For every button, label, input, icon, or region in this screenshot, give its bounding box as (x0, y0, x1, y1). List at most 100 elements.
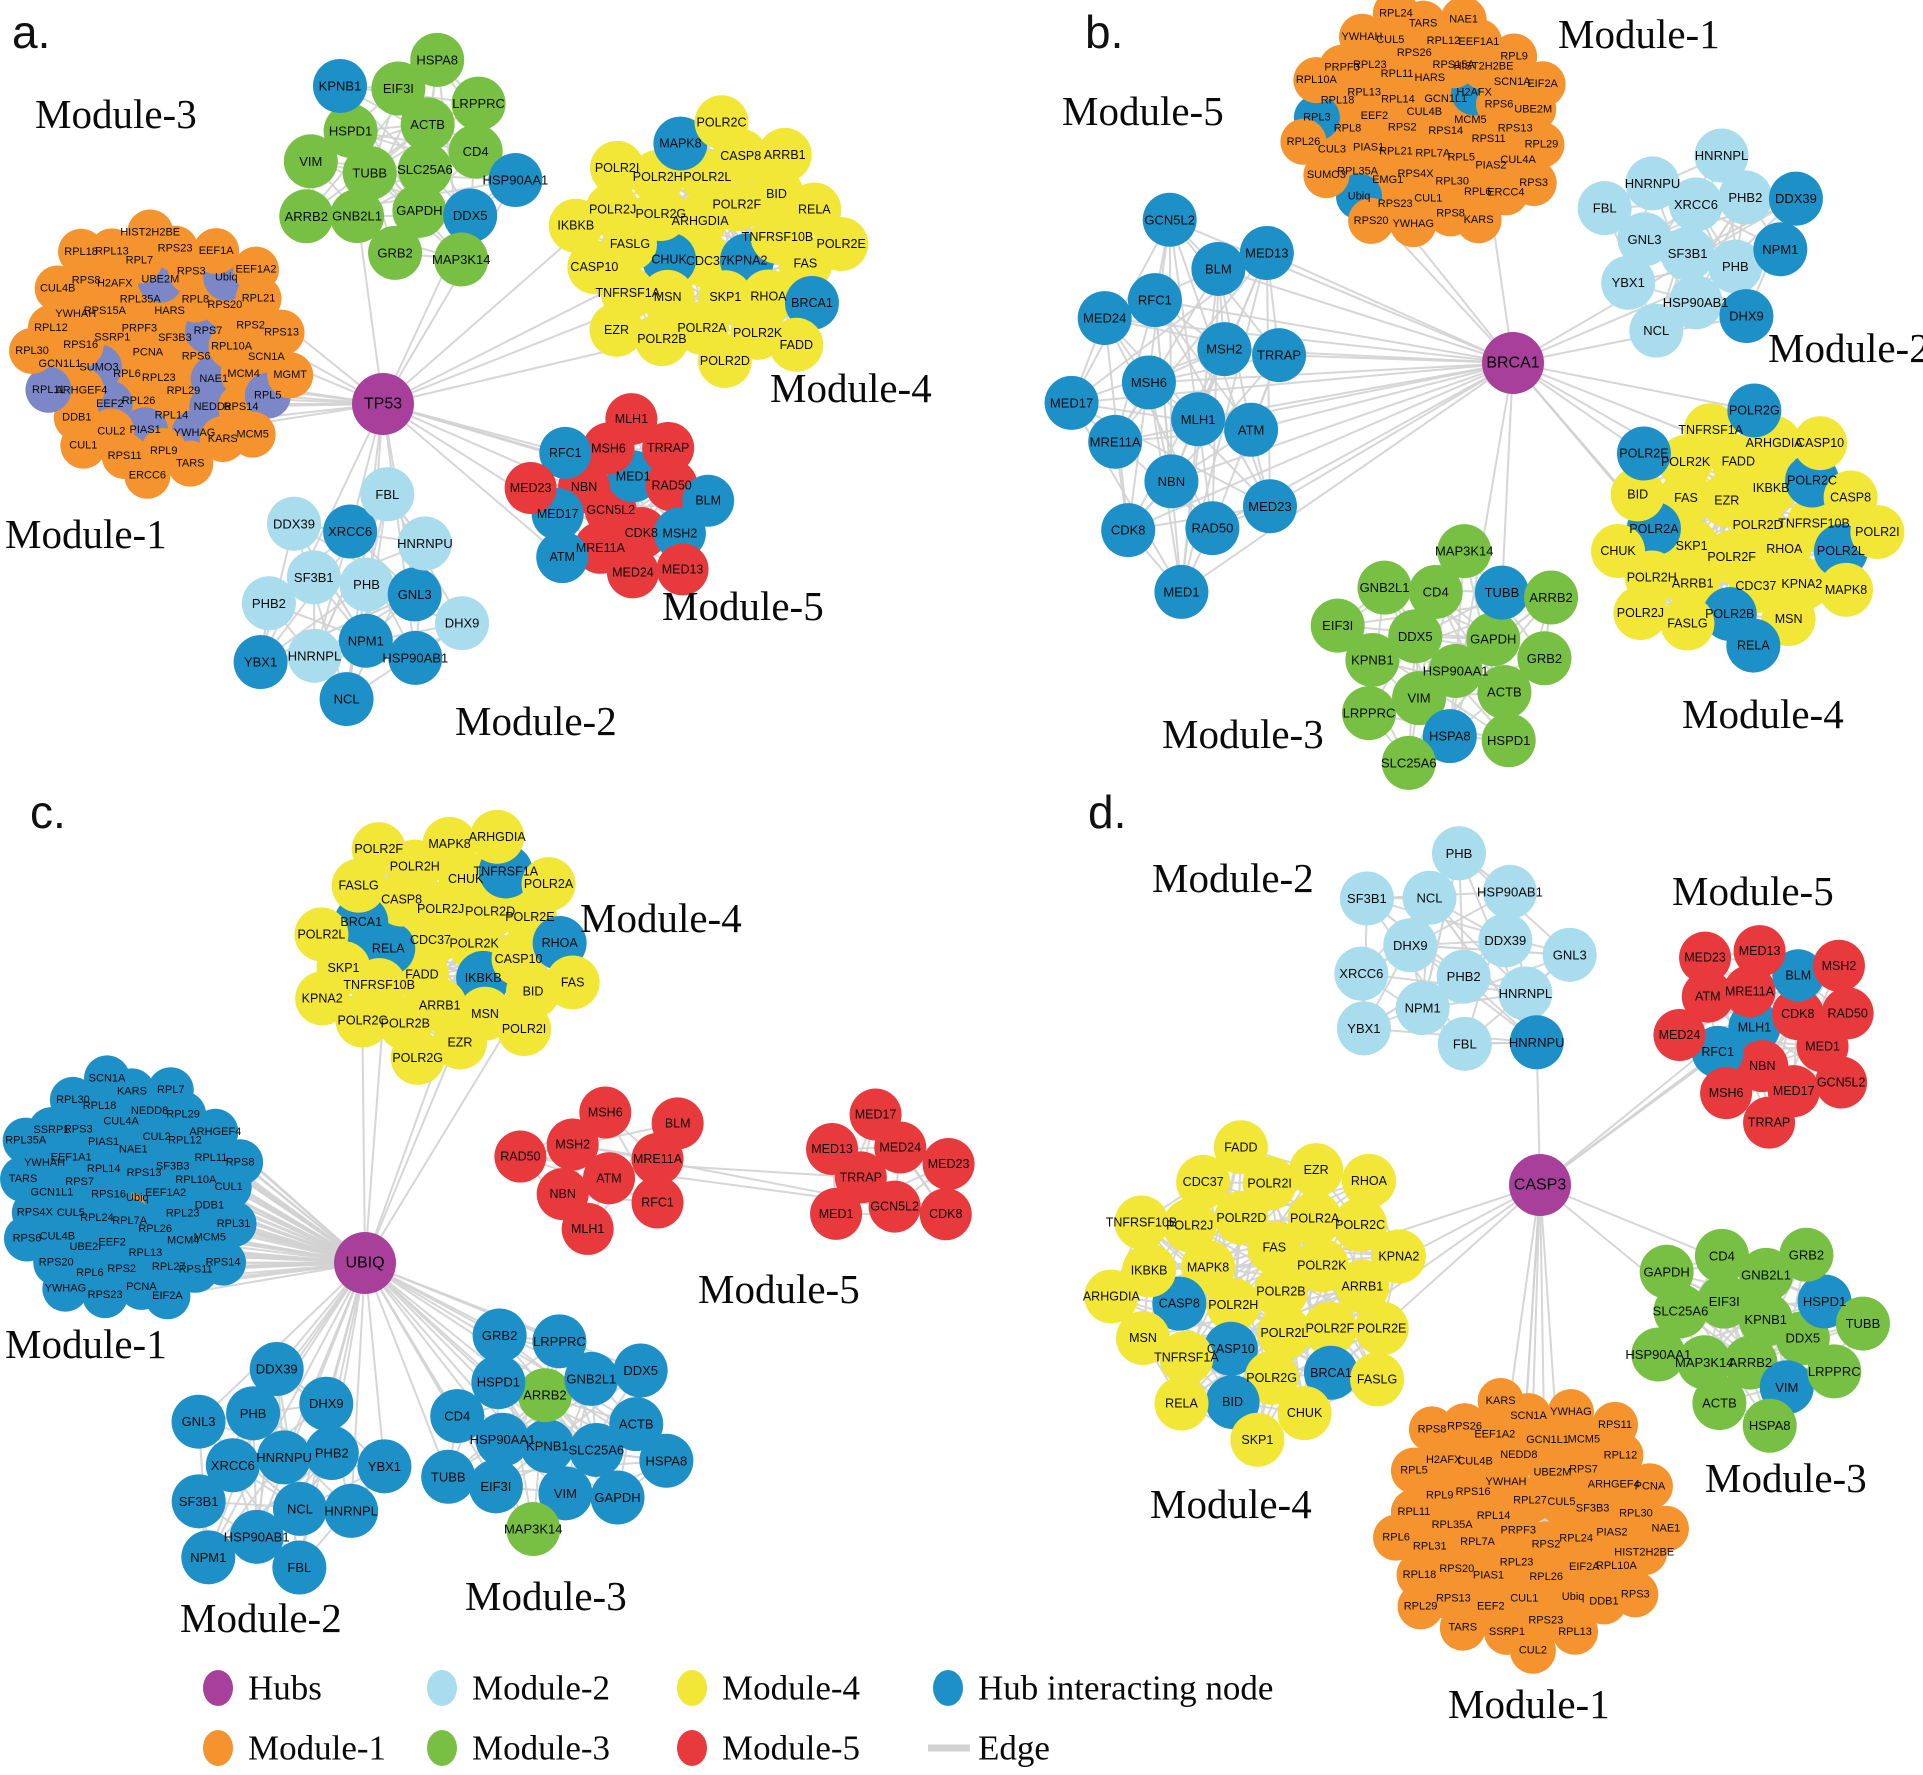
node-label: HNRNPU (256, 1450, 312, 1465)
node-label: MAP3K14 (504, 1522, 563, 1537)
node-label: POLR2G (635, 207, 686, 221)
node-label: GNL3 (1553, 947, 1587, 962)
node-label: RPL31 (1413, 1541, 1447, 1553)
node-label: NBN (571, 480, 597, 494)
node-ywhag (1547, 1389, 1594, 1436)
node-casp10 (567, 240, 622, 295)
node-label: CD4 (1423, 584, 1449, 599)
node-label: SSRP1 (33, 1124, 69, 1136)
node-label: ARHGDIA (1746, 436, 1804, 450)
node-label: CASP10 (570, 260, 618, 274)
node-label: DDX39 (1775, 191, 1817, 206)
node-blm (1191, 241, 1246, 296)
node-ddx39 (1768, 171, 1823, 226)
node-label: BRCA1 (791, 296, 833, 310)
node-label: CDK8 (929, 1207, 962, 1221)
node-rad50 (1821, 987, 1874, 1040)
node-label: NCL (1417, 890, 1443, 905)
node-label: RPS14 (1428, 125, 1463, 137)
node-label: CDK8 (1781, 1007, 1814, 1021)
node-ezr (1289, 1143, 1344, 1198)
node-label: KARS (208, 433, 238, 445)
node-label: EEF1A1 (51, 1151, 92, 1163)
node-label: RPL11 (1398, 1506, 1431, 1518)
node-hsp90ab1 (1668, 275, 1723, 330)
node-atm (1224, 402, 1279, 457)
node-nae1 (1642, 1505, 1689, 1552)
node-msn (640, 269, 695, 324)
node-label: EEF2 (1477, 1600, 1505, 1612)
node-label: KPNB1 (319, 78, 362, 93)
node-kpna2 (295, 971, 350, 1026)
node-vim (283, 134, 338, 189)
node-chuk (1591, 524, 1646, 579)
node-label: POLR2K (449, 936, 499, 950)
legend-swatch-module-3 (427, 1730, 457, 1766)
node-arhgdia (470, 809, 525, 864)
node-label: TNFRSF10B (1778, 517, 1850, 531)
node-label: MGMT (273, 369, 307, 381)
module-label: Module-4 (1150, 1481, 1312, 1527)
node-label: RPS16 (63, 339, 98, 351)
node-polr2b (1253, 1264, 1308, 1319)
legend-swatch-module-5 (677, 1730, 707, 1766)
node-polr2c (1333, 1197, 1388, 1252)
node-brca1 (1303, 1345, 1358, 1400)
node-label: CDK8 (1111, 523, 1146, 538)
node-label: POLR2G (1246, 1371, 1297, 1385)
node-label: CUL2 (1519, 1645, 1547, 1657)
node-rfc1 (539, 426, 592, 479)
node-hsp90aa1 (488, 153, 543, 208)
node-label: HSPD1 (477, 1375, 520, 1390)
node-gcn5l2 (1142, 192, 1197, 247)
panel-letter: c. (30, 786, 66, 838)
node-label: HSPA8 (1429, 729, 1471, 744)
node-label: MSH6 (588, 1106, 623, 1120)
node-eif2a (144, 1273, 191, 1320)
node-label: RPL7A (1460, 1536, 1496, 1548)
node-med13 (1239, 225, 1294, 280)
node-label: RPL7 (157, 1084, 185, 1096)
node-label: POLR2C (338, 1014, 388, 1028)
node-label: BID (1627, 487, 1648, 501)
module-label: Module-3 (465, 1573, 627, 1619)
node-label: MLH1 (571, 1222, 604, 1236)
node-label: YWHAH (1486, 1476, 1527, 1488)
node-label: MSH2 (555, 1138, 590, 1152)
node-label: SF3B3 (1576, 1503, 1610, 1515)
node-polr2i (590, 140, 645, 195)
node-gnl3 (171, 1394, 226, 1449)
panel-nodes (0, 809, 975, 1595)
module-label: Module-2 (1768, 325, 1923, 371)
node-label: CUL5 (1376, 34, 1404, 46)
node-label: RPS3 (1519, 177, 1548, 189)
node-label: RPL27 (1513, 1494, 1547, 1506)
node-label: HNRNPU (1625, 176, 1681, 191)
node-label: MED13 (662, 562, 704, 576)
node-eif3i (468, 1459, 523, 1514)
node-label: PRPF3 (122, 322, 157, 334)
node-label: HSPA8 (416, 52, 458, 67)
node-ddx39 (1478, 913, 1533, 968)
node-fbl (1577, 181, 1632, 236)
node-label: HSP90AB1 (382, 650, 448, 665)
node-gnl3 (1542, 927, 1597, 982)
node-label: HSP90AB1 (1663, 295, 1729, 310)
node-label: DDX5 (453, 208, 488, 223)
node-hnrnpl (324, 1483, 379, 1538)
node-label: TARS (9, 1173, 38, 1185)
node-mapk8 (422, 816, 477, 871)
node-polr2i (1850, 505, 1905, 560)
node-rps20 (1348, 197, 1395, 244)
node-ddx39 (267, 496, 322, 551)
node-label: PCNA (126, 1281, 157, 1293)
node-label: PIAS1 (1353, 141, 1384, 153)
node-label: TUBB (431, 1469, 466, 1484)
node-label: KPNB1 (1351, 652, 1394, 667)
node-label: GAPDH (396, 203, 442, 218)
node-label: RPS11 (179, 1264, 213, 1276)
node-label: NCL (1643, 323, 1669, 338)
node-phb (226, 1386, 281, 1441)
node-label: KPNB1 (526, 1439, 569, 1454)
node-label: HSP90AA1 (470, 1432, 536, 1447)
